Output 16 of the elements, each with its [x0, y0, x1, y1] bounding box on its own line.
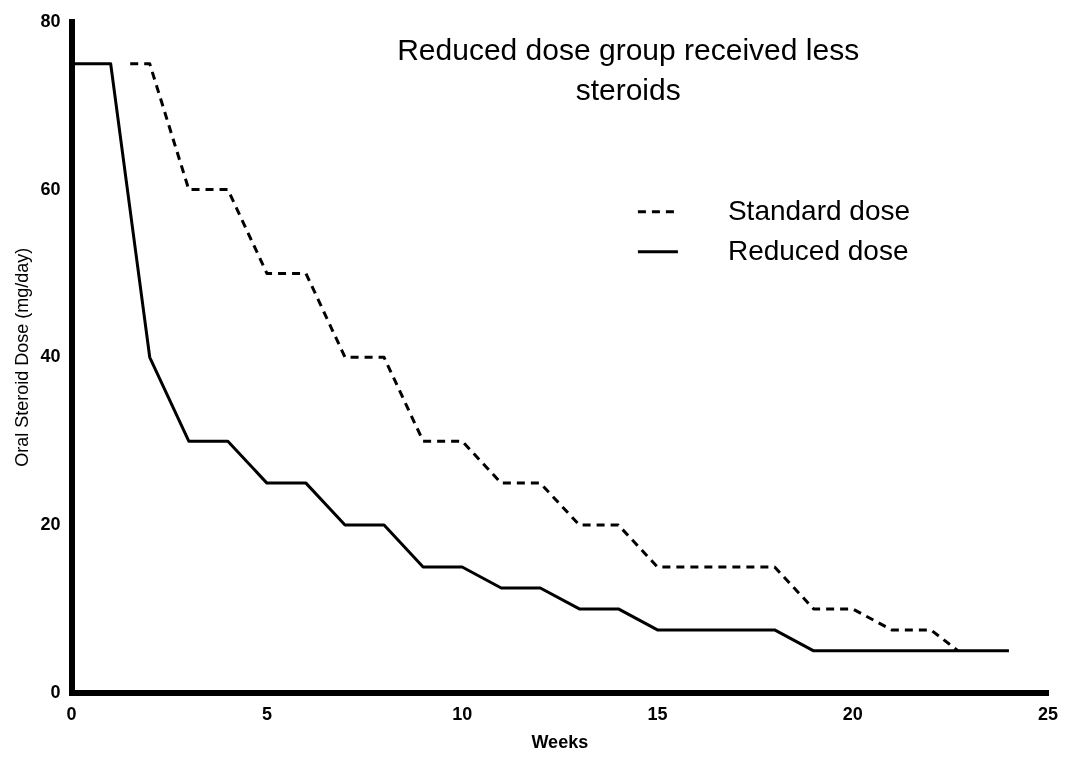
legend-label: Reduced dose — [727, 234, 909, 266]
annotation: Reduced dose group received less steroids — [397, 33, 860, 107]
legend-label: Standard dose — [727, 194, 911, 226]
y-axis-title: Oral Steroid Dose (mg/day) — [11, 247, 32, 467]
x-tick-label: 5 — [261, 703, 272, 724]
y-tick-label: 40 — [40, 346, 61, 367]
x-tick-label: 10 — [452, 703, 473, 724]
y-tick-label: 60 — [40, 178, 61, 199]
x-axis-title: Weeks — [531, 732, 589, 753]
x-tick-label: 0 — [66, 703, 77, 724]
x-tick-label: 20 — [842, 703, 863, 724]
x-tick-label: 15 — [647, 703, 668, 724]
y-tick-label: 80 — [40, 10, 61, 31]
x-tick-label: 25 — [1037, 703, 1059, 724]
y-tick-label: 0 — [50, 681, 61, 702]
y-tick-label: 20 — [40, 514, 61, 535]
